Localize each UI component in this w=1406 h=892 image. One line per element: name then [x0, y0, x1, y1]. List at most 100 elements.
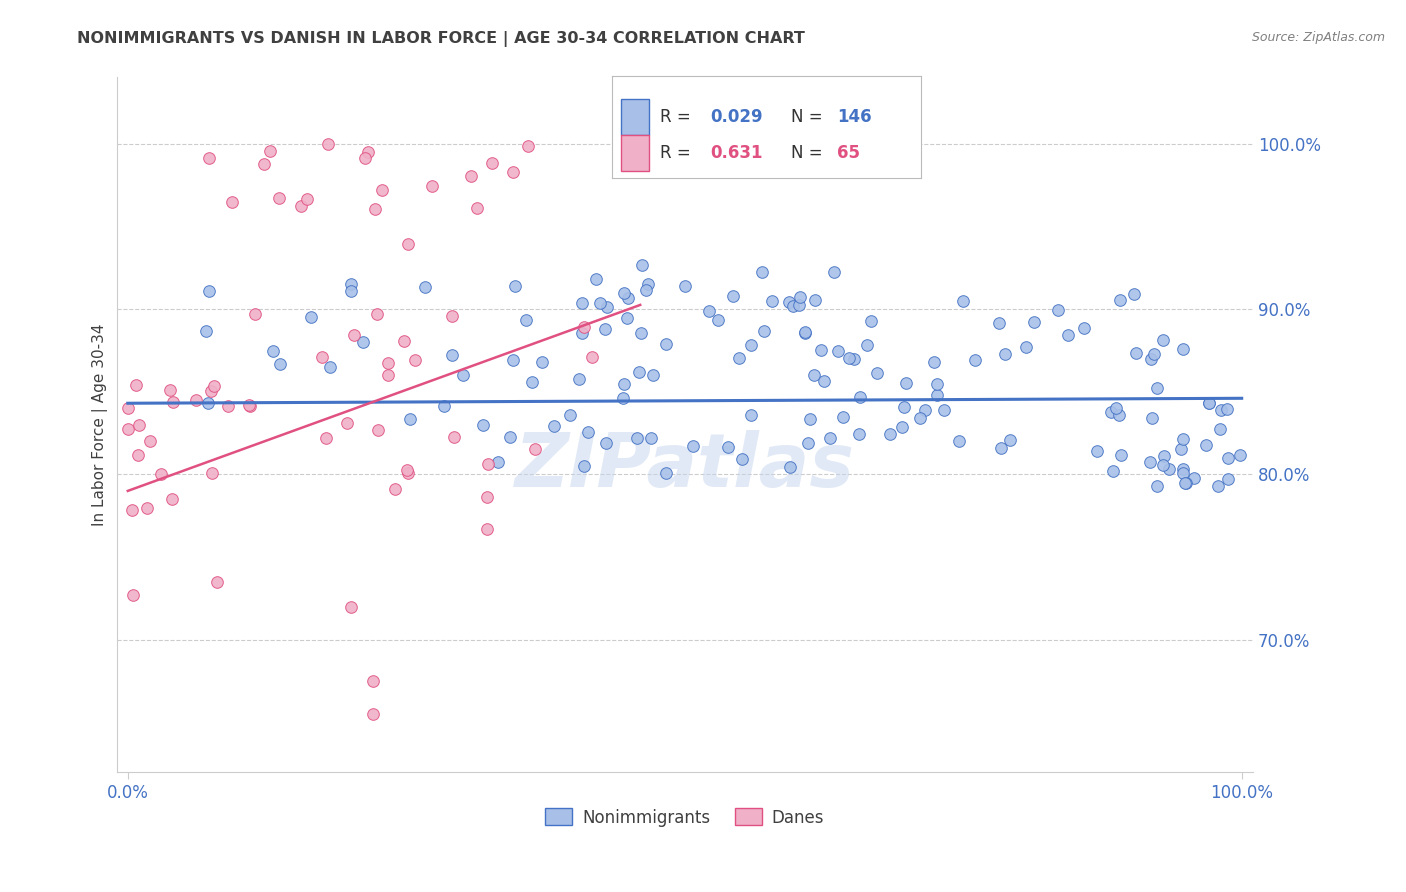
Point: [1022, 315, 1045, 329]
Point: [717, 440, 740, 454]
Point: [558, 408, 581, 422]
Point: [571, 296, 593, 310]
Point: [1101, 465, 1123, 479]
Point: [1216, 402, 1239, 417]
Point: [1211, 403, 1233, 417]
Point: [139, 434, 162, 449]
Point: [117, 401, 139, 416]
Point: [612, 391, 634, 405]
Point: [1171, 432, 1194, 446]
Point: [136, 500, 159, 515]
Point: [441, 310, 464, 324]
Point: [990, 441, 1012, 455]
Text: 65: 65: [838, 144, 860, 161]
Point: [593, 322, 616, 336]
Point: [162, 395, 184, 409]
Point: [353, 151, 375, 165]
Point: [505, 278, 527, 293]
Text: 146: 146: [838, 108, 872, 126]
Point: [221, 195, 243, 210]
Point: [475, 490, 498, 504]
Point: [927, 387, 949, 401]
Point: [319, 359, 342, 374]
Point: [339, 599, 361, 614]
Point: [844, 352, 866, 367]
Point: [259, 145, 281, 159]
FancyBboxPatch shape: [621, 135, 648, 170]
Point: [441, 348, 464, 362]
Point: [824, 265, 846, 279]
Point: [361, 707, 384, 722]
Text: NONIMMIGRANTS VS DANISH IN LABOR FORCE | AGE 30-34 CORRELATION CHART: NONIMMIGRANTS VS DANISH IN LABOR FORCE |…: [77, 31, 806, 47]
Point: [217, 399, 239, 413]
Point: [502, 352, 524, 367]
Point: [159, 384, 181, 398]
FancyBboxPatch shape: [621, 99, 648, 135]
Point: [377, 368, 399, 383]
Point: [574, 458, 596, 473]
Point: [963, 352, 986, 367]
Point: [1152, 458, 1174, 472]
Point: [184, 392, 207, 407]
Point: [789, 298, 811, 312]
Point: [121, 503, 143, 517]
Point: [630, 326, 652, 340]
Point: [723, 289, 745, 303]
Point: [613, 285, 636, 300]
Point: [238, 398, 260, 412]
Point: [827, 343, 849, 358]
Point: [339, 284, 361, 298]
Point: [707, 313, 730, 327]
Point: [948, 434, 970, 448]
Point: [849, 390, 872, 404]
Point: [269, 357, 291, 371]
Point: [1140, 352, 1163, 367]
Point: [893, 400, 915, 414]
Point: [522, 376, 544, 390]
Point: [399, 412, 422, 426]
Point: [377, 356, 399, 370]
Point: [200, 384, 222, 398]
Point: [1174, 476, 1197, 491]
Point: [673, 279, 696, 293]
Point: [731, 452, 754, 467]
Point: [1206, 478, 1229, 492]
Point: [394, 334, 416, 348]
Point: [150, 467, 173, 482]
Point: [342, 328, 364, 343]
Point: [1171, 343, 1194, 357]
Point: [290, 199, 312, 213]
Point: [121, 588, 143, 602]
Text: N =: N =: [792, 108, 823, 126]
Point: [616, 310, 638, 325]
Point: [1229, 448, 1251, 462]
Point: [1159, 462, 1181, 476]
Point: [1171, 466, 1194, 480]
Point: [655, 336, 678, 351]
Point: [581, 350, 603, 364]
Point: [398, 236, 420, 251]
Point: [613, 376, 636, 391]
Legend: Nonimmigrants, Danes: Nonimmigrants, Danes: [538, 802, 831, 833]
Point: [1085, 444, 1108, 458]
Point: [894, 376, 917, 391]
Point: [269, 191, 291, 205]
Point: [384, 482, 406, 496]
Point: [481, 156, 503, 170]
Point: [585, 272, 607, 286]
Point: [1195, 438, 1218, 452]
Point: [340, 277, 363, 292]
Point: [1140, 411, 1163, 425]
Point: [813, 375, 835, 389]
Point: [752, 325, 775, 339]
Text: R =: R =: [659, 108, 690, 126]
Point: [627, 365, 650, 379]
Point: [243, 308, 266, 322]
Point: [128, 417, 150, 432]
Point: [471, 417, 494, 432]
Point: [1170, 442, 1192, 456]
Point: [794, 326, 817, 341]
Point: [568, 372, 591, 386]
Text: R =: R =: [659, 144, 690, 161]
Point: [413, 280, 436, 294]
